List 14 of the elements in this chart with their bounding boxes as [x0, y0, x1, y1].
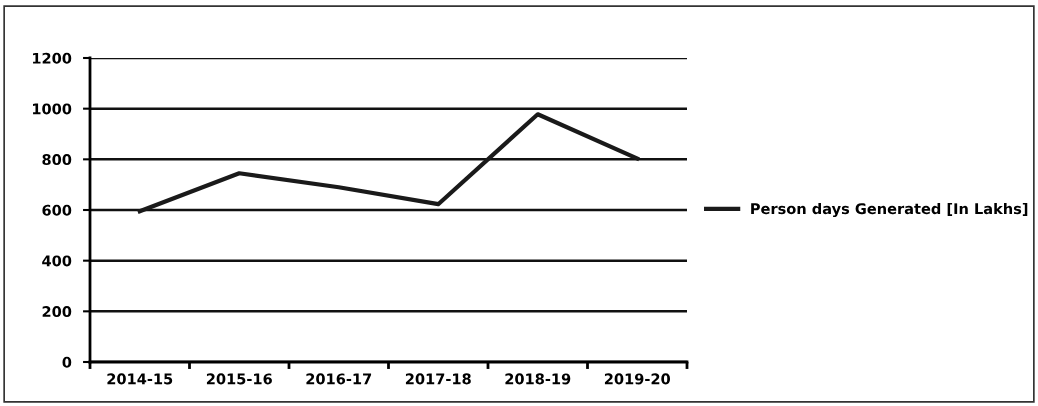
y-tick-label: 1000	[33, 103, 72, 115]
y-tick-label: 400	[42, 255, 72, 267]
y-tick-label: 200	[42, 306, 72, 318]
x-tick-label: 2019-20	[604, 373, 671, 385]
x-tick-label: 2016-17	[306, 373, 372, 385]
y-tick-label: 600	[42, 204, 72, 216]
y-tick-label: 800	[42, 154, 72, 166]
x-tick-label: 2018-19	[505, 373, 571, 385]
x-tick-label: 2014-15	[107, 373, 173, 385]
x-tick-label: 2015-16	[206, 373, 272, 385]
x-tick-label: 2017-18	[405, 373, 471, 385]
y-tick-label: 1200	[33, 52, 72, 64]
legend-label: Person days Generated [In Lakhs]	[751, 202, 1028, 218]
y-tick-label: 0	[62, 356, 72, 368]
